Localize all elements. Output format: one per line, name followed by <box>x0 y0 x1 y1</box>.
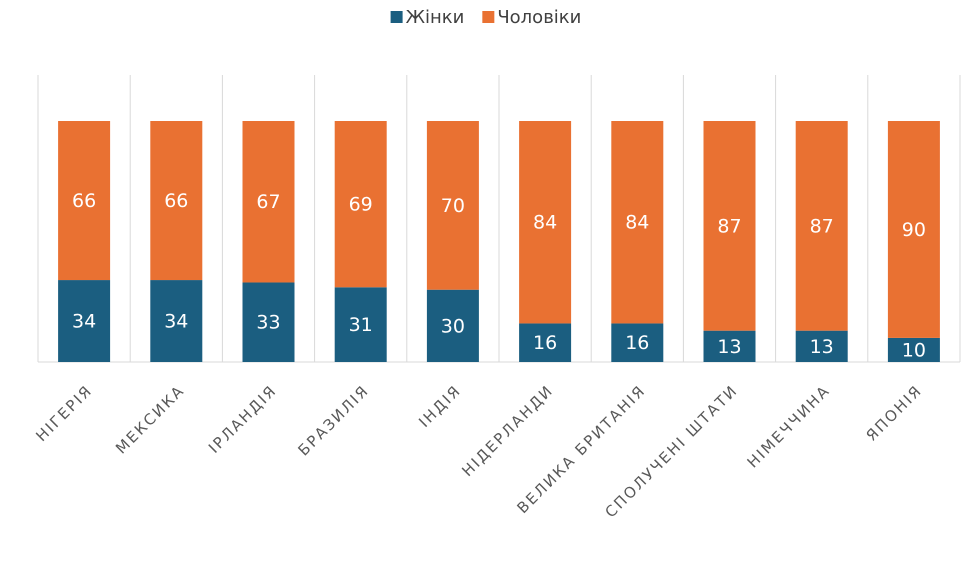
bar-segment <box>58 121 111 281</box>
x-tick-label: НІДЕРЛАНДИ <box>458 381 557 480</box>
data-label: 34 <box>72 311 96 333</box>
x-tick-label: МЕКСИКА <box>112 381 188 457</box>
legend-label: Чоловіки <box>497 7 581 28</box>
data-label: 16 <box>533 332 557 354</box>
data-label: 66 <box>72 190 96 212</box>
bar-segment <box>334 287 387 362</box>
data-label: 84 <box>625 212 649 234</box>
data-label: 33 <box>256 312 280 334</box>
bar-segment <box>519 323 572 362</box>
data-label: 66 <box>164 190 188 212</box>
bar-segment <box>519 121 572 324</box>
bar-segment <box>426 121 479 290</box>
legend-swatch <box>482 11 495 23</box>
legend-label: Жінки <box>406 7 465 28</box>
data-label: 10 <box>902 339 926 361</box>
bar-segment <box>150 121 203 281</box>
data-label: 87 <box>810 215 834 237</box>
bar-segment <box>703 121 756 331</box>
data-label: 84 <box>533 212 557 234</box>
bar-segment <box>242 282 295 362</box>
data-label: 87 <box>717 215 741 237</box>
x-tick-label: НІМЕЧЧИНА <box>744 381 834 471</box>
data-label: 67 <box>256 191 280 213</box>
legend-swatch <box>390 11 403 23</box>
bar-segment <box>887 121 940 338</box>
data-label: 69 <box>349 194 373 216</box>
bar-segment <box>58 280 111 362</box>
data-label: 34 <box>164 311 188 333</box>
data-label: 70 <box>441 195 465 217</box>
bar-segment <box>426 289 479 362</box>
bar-segment <box>334 121 387 288</box>
bar-segment <box>795 330 848 362</box>
data-label: 16 <box>625 332 649 354</box>
data-label: 30 <box>441 315 465 337</box>
x-tick-label: ЯПОНІЯ <box>863 381 926 444</box>
bar-segment <box>611 121 664 324</box>
bar-segment <box>242 121 295 283</box>
data-label: 13 <box>717 336 741 358</box>
x-tick-label: НІГЕРІЯ <box>32 381 96 445</box>
data-label: 13 <box>810 336 834 358</box>
bar-segment <box>150 280 203 362</box>
x-tick-label: БРАЗИЛІЯ <box>295 381 373 459</box>
data-label: 90 <box>902 219 926 241</box>
bar-segment <box>795 121 848 331</box>
data-label: 31 <box>349 314 373 336</box>
bar-segment <box>703 330 756 362</box>
x-tick-label: ІНДІЯ <box>415 381 465 431</box>
x-tick-label: ІРЛАНДІЯ <box>205 381 281 457</box>
bar-segment <box>611 323 664 362</box>
bar-segment <box>887 337 940 362</box>
